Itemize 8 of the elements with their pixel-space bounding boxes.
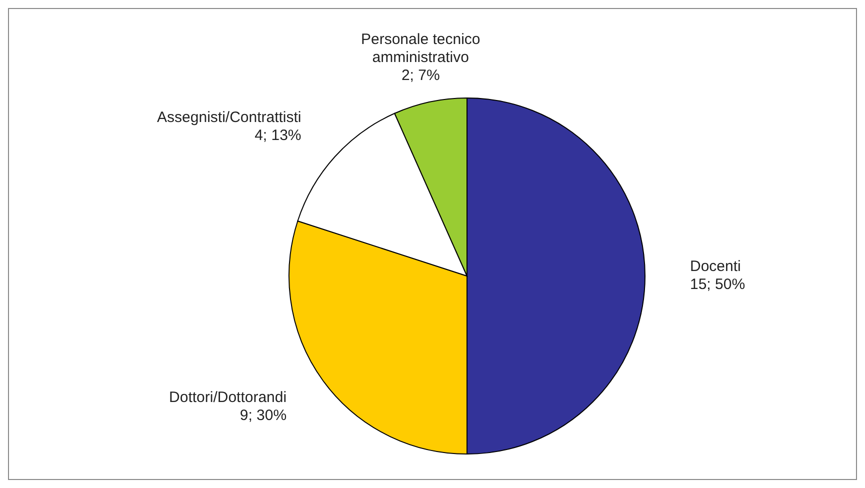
data-label: 9; 30% — [240, 407, 287, 424]
slice-label: Docenti — [690, 258, 741, 275]
slice-label: Personale tecnico amministrativo — [361, 30, 480, 66]
data-label: 2; 7% — [401, 66, 440, 84]
data-label: 4; 13% — [254, 126, 302, 144]
slice-label: Assegnisti/Contrattisti — [157, 108, 302, 126]
data-label: 15; 50% — [690, 276, 746, 293]
slice-label: Dottori/Dottorandi — [169, 389, 287, 406]
